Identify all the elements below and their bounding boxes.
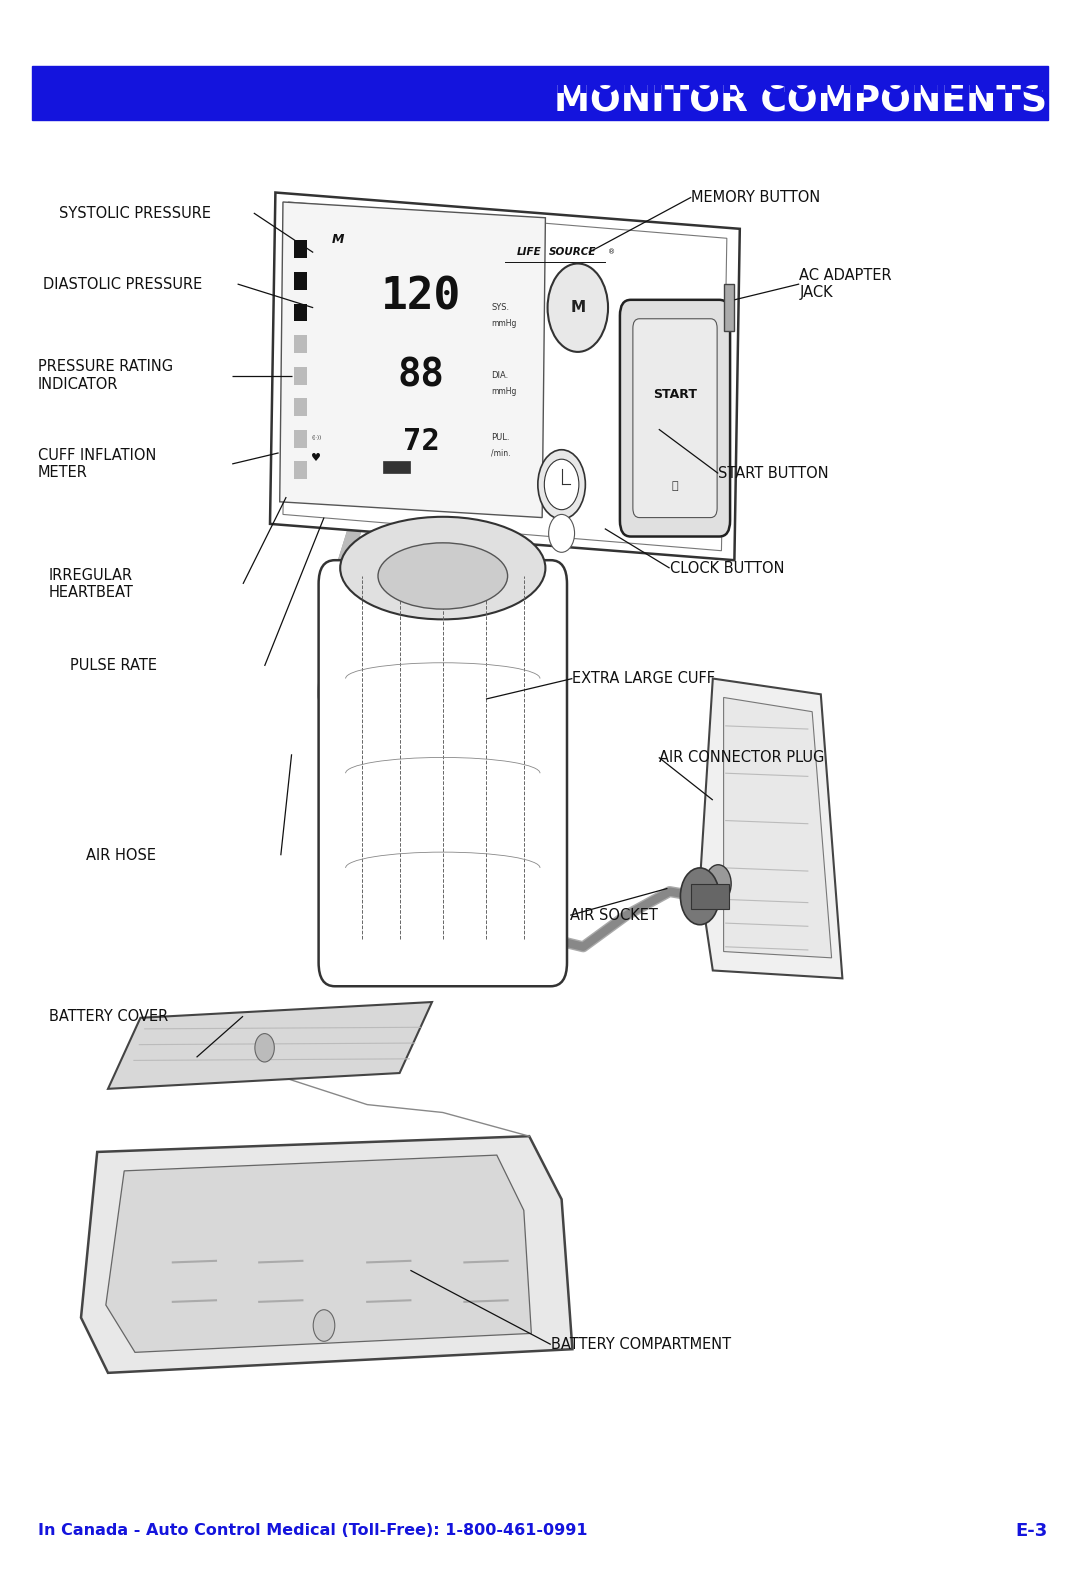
Text: ((·)): ((·)) [311, 434, 322, 440]
Circle shape [548, 264, 608, 352]
Text: CLOCK BUTTON: CLOCK BUTTON [670, 560, 784, 576]
Text: 72: 72 [403, 428, 440, 456]
Ellipse shape [378, 543, 508, 609]
Text: /min.: /min. [491, 448, 511, 458]
Text: M: M [332, 234, 345, 246]
Polygon shape [270, 193, 740, 560]
Ellipse shape [340, 516, 545, 619]
Text: IRREGULAR
HEARTBEAT: IRREGULAR HEARTBEAT [49, 568, 134, 600]
Bar [294, 303, 307, 322]
Text: AIR SOCKET: AIR SOCKET [570, 907, 658, 923]
Text: SYS.: SYS. [491, 303, 510, 312]
Text: SOURCE: SOURCE [549, 248, 596, 257]
Polygon shape [724, 697, 832, 958]
Text: AC ADAPTER
JACK: AC ADAPTER JACK [799, 268, 892, 300]
Bar [294, 429, 307, 448]
Circle shape [538, 450, 585, 519]
Text: MONITOR COMPONENTS: MONITOR COMPONENTS [554, 65, 1048, 99]
Text: MONITOR COMPONENTS: MONITOR COMPONENTS [554, 84, 1048, 118]
Polygon shape [106, 1155, 531, 1352]
Text: START: START [653, 388, 697, 401]
Polygon shape [280, 202, 545, 518]
Text: mmHg: mmHg [491, 319, 516, 328]
Polygon shape [108, 1002, 432, 1089]
Text: CUFF INFLATION
METER: CUFF INFLATION METER [38, 448, 157, 480]
Circle shape [680, 868, 719, 925]
FancyBboxPatch shape [319, 560, 567, 986]
Bar [294, 335, 307, 353]
Polygon shape [283, 202, 727, 551]
Bar [294, 271, 307, 290]
Bar [294, 398, 307, 417]
Text: SYSTOLIC PRESSURE: SYSTOLIC PRESSURE [59, 205, 212, 221]
Text: ♥: ♥ [311, 453, 322, 462]
Text: AIR CONNECTOR PLUG: AIR CONNECTOR PLUG [659, 750, 824, 765]
Circle shape [549, 514, 575, 552]
Text: ®: ® [608, 249, 616, 256]
Text: 88: 88 [397, 357, 445, 394]
Bar [724, 284, 734, 331]
Text: LIFE: LIFE [517, 248, 541, 257]
Text: DIA.: DIA. [491, 371, 509, 380]
Text: PUL.: PUL. [491, 432, 510, 442]
Text: M: M [570, 300, 585, 316]
Text: MEMORY BUTTON: MEMORY BUTTON [691, 189, 821, 205]
Text: mmHg: mmHg [491, 387, 516, 396]
Text: E-3: E-3 [1015, 1521, 1048, 1540]
Bar [294, 240, 307, 259]
Circle shape [255, 1034, 274, 1062]
Text: PULSE RATE: PULSE RATE [70, 658, 158, 674]
Text: BATTERY COVER: BATTERY COVER [49, 1008, 167, 1024]
Circle shape [544, 459, 579, 510]
Text: AIR HOSE: AIR HOSE [86, 847, 157, 863]
Bar [691, 884, 729, 909]
Circle shape [313, 1310, 335, 1341]
Text: In Canada - Auto Control Medical (Toll-Free): 1-800-461-0991: In Canada - Auto Control Medical (Toll-F… [38, 1523, 588, 1539]
Text: 120: 120 [381, 275, 461, 319]
FancyBboxPatch shape [633, 319, 717, 518]
Text: BATTERY COMPARTMENT: BATTERY COMPARTMENT [551, 1337, 731, 1352]
Text: Ⓟ: Ⓟ [672, 481, 678, 491]
FancyBboxPatch shape [620, 300, 730, 537]
Text: DIASTOLIC PRESSURE: DIASTOLIC PRESSURE [43, 276, 202, 292]
Bar [294, 366, 307, 385]
Text: PRESSURE RATING
INDICATOR: PRESSURE RATING INDICATOR [38, 360, 173, 391]
Bar [32, 66, 1048, 120]
Polygon shape [81, 1136, 572, 1373]
Polygon shape [700, 679, 842, 978]
Text: EXTRA LARGE CUFF: EXTRA LARGE CUFF [572, 671, 715, 686]
Bar [383, 461, 410, 473]
Text: START BUTTON: START BUTTON [718, 466, 828, 481]
Circle shape [705, 865, 731, 903]
Bar [294, 461, 307, 480]
